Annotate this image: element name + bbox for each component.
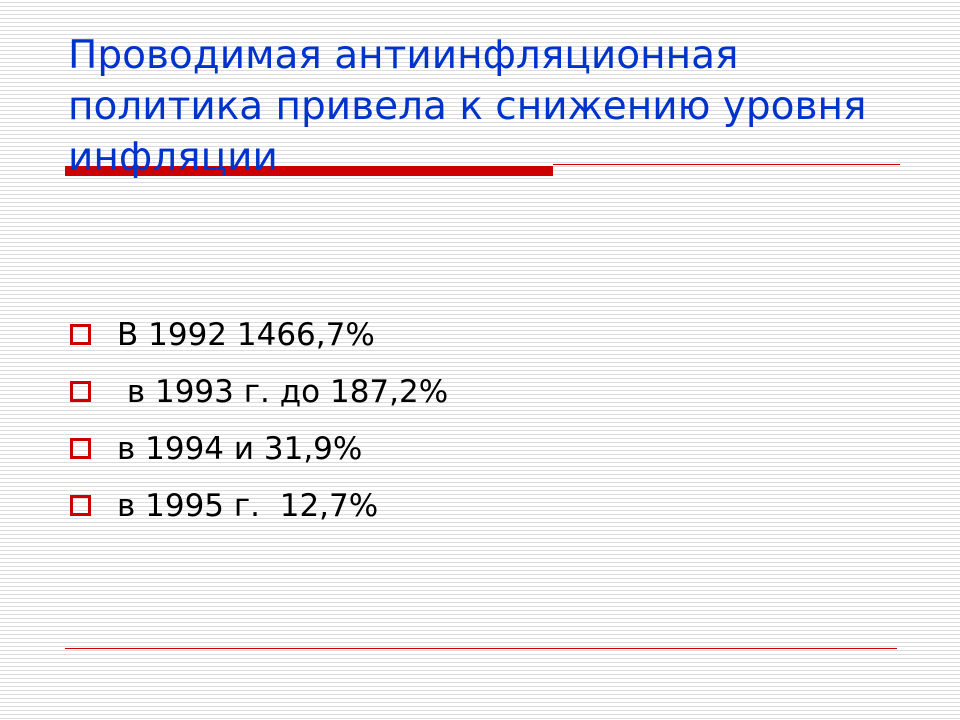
bullet-text: В 1992 1466,7%: [117, 316, 375, 353]
slide-title: Проводимая антиинфляционная политика при…: [68, 33, 867, 180]
title-underline-bar: [65, 166, 553, 176]
list-item: В 1992 1466,7%: [70, 306, 448, 363]
bullet-text: в 1995 г. 12,7%: [117, 487, 379, 524]
hollow-square-icon: [70, 324, 91, 345]
footer-divider-line: [65, 648, 897, 649]
list-item: в 1995 г. 12,7%: [70, 477, 448, 534]
list-item: в 1994 и 31,9%: [70, 420, 448, 477]
bullet-text: в 1994 и 31,9%: [117, 430, 363, 467]
bullet-text: в 1993 г. до 187,2%: [117, 373, 449, 410]
hollow-square-icon: [70, 438, 91, 459]
hollow-square-icon: [70, 381, 91, 402]
hollow-square-icon: [70, 495, 91, 516]
title-divider-line: [553, 164, 900, 165]
list-item: в 1993 г. до 187,2%: [70, 363, 448, 420]
bullet-list: В 1992 1466,7% в 1993 г. до 187,2% в 199…: [70, 306, 448, 534]
